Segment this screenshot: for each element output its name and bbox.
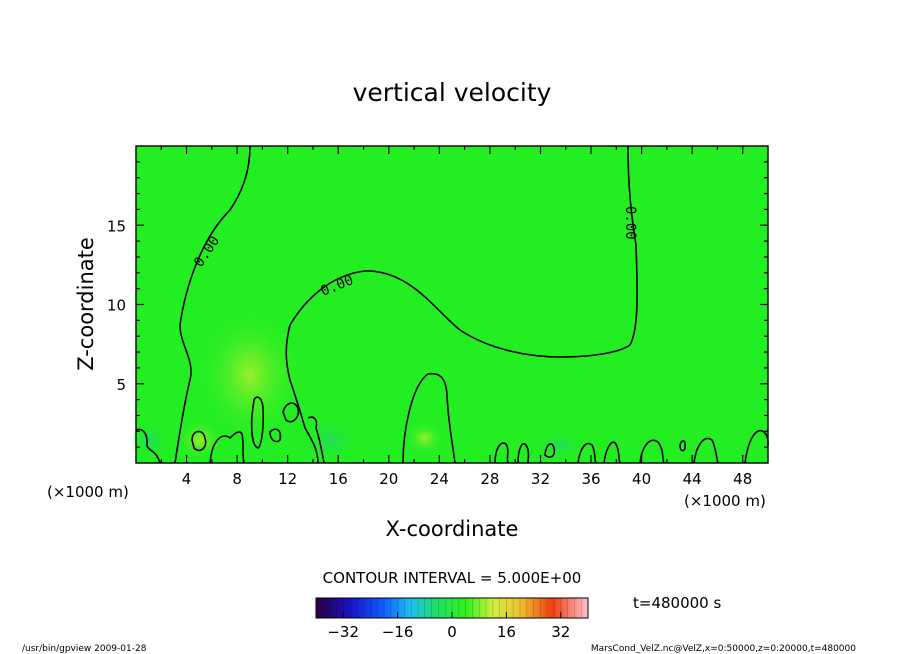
colorbar-tick-label: −32: [327, 623, 359, 641]
zero-contour: [209, 431, 245, 464]
y-tick-label: 15: [107, 217, 126, 235]
y-tick-label: 10: [107, 297, 126, 315]
zero-contour: [285, 145, 638, 464]
colorbar-tick-label: 16: [497, 623, 516, 641]
zero-contour: [250, 396, 265, 449]
zero-contour: [517, 443, 530, 464]
x-tick-label: 40: [632, 470, 651, 488]
colorbar-tick-label: −16: [382, 623, 414, 641]
x-tick-label: 12: [278, 470, 297, 488]
zero-contour: [679, 439, 686, 452]
colorbar-ticks: −32 −16 0 16 32: [322, 598, 582, 641]
zero-contour: [603, 441, 621, 464]
x-tick-label: 24: [430, 470, 449, 488]
zero-contour: [402, 372, 456, 464]
x-unit-right: (×1000 m): [684, 492, 766, 510]
x-unit-left: (×1000 m): [47, 483, 129, 501]
zero-contour: [135, 428, 161, 464]
x-tick-label: 8: [232, 470, 242, 488]
x-axis-label: X-coordinate: [386, 517, 519, 541]
zero-contour: [282, 402, 300, 423]
x-tick-label: 16: [329, 470, 348, 488]
x-tick-label: 36: [581, 470, 600, 488]
contour-lines: [135, 145, 769, 464]
warm-anomaly: [405, 420, 445, 456]
chart-title: vertical velocity: [353, 78, 552, 107]
time-label: t=480000 s: [633, 594, 721, 612]
x-tick-label: 20: [379, 470, 398, 488]
zero-contour: [307, 416, 325, 464]
zero-contour: [174, 145, 251, 464]
zero-contour: [494, 442, 509, 464]
zero-contour: [577, 442, 597, 464]
warm-anomaly: [195, 305, 305, 445]
zero-contour: [693, 437, 719, 464]
contour-label: 0.00: [622, 206, 638, 240]
footer-right: MarsCond_VelZ.nc@VelZ,x=0:50000,z=0:2000…: [591, 644, 856, 654]
colorbar: −32 −16 0 16 32: [315, 597, 589, 641]
y-axis-label: Z-coordinate: [74, 237, 98, 371]
colorbar-tick-label: 0: [447, 623, 457, 641]
y-tick-label: 5: [116, 376, 126, 394]
contour-interval: CONTOUR INTERVAL = 5.000E+00: [323, 569, 582, 587]
zero-contour: [191, 430, 207, 452]
footer-left: /usr/bin/gpview 2009-01-28: [22, 644, 147, 654]
x-tick-label: 32: [531, 470, 550, 488]
zero-contour: [269, 428, 282, 443]
plot-area: 0.00 0.00 0.00: [130, 145, 769, 464]
cool-anomaly: [300, 418, 360, 462]
cool-anomaly: [535, 430, 585, 460]
x-tick-label: 44: [683, 470, 702, 488]
colorbar-tick-label: 32: [551, 623, 570, 641]
x-tick-label: 28: [480, 470, 499, 488]
zero-contour: [544, 442, 556, 458]
x-tick-label: 48: [733, 470, 752, 488]
x-tick-label: 4: [182, 470, 192, 488]
zero-contour: [639, 439, 665, 464]
